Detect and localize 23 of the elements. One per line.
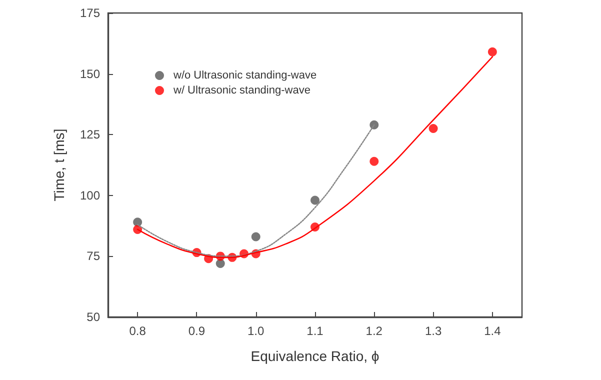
point	[310, 196, 320, 205]
x-tick-label: 1.1	[306, 324, 324, 338]
point	[488, 47, 497, 56]
legend-label: w/ Ultrasonic standing-wave	[172, 84, 310, 96]
x-tick-label: 1.4	[484, 324, 502, 338]
legend-label: w/o Ultrasonic standing-wave	[172, 70, 317, 82]
point	[370, 156, 379, 166]
x-tick-label: 1.2	[366, 324, 383, 338]
y-tick-label: 50	[86, 310, 100, 324]
x-tick-label: 1.0	[248, 324, 265, 338]
x-axis-title: Equivalence Ratio, ϕ	[250, 348, 380, 364]
y-tick-label: 150	[80, 66, 100, 81]
y-tick-label: 100	[80, 188, 100, 202]
y-tick-label: 175	[80, 6, 100, 20]
y-tick-label: 125	[80, 128, 100, 142]
x-tick-label: 0.8	[129, 324, 146, 338]
x-tick-label: 0.9	[188, 324, 206, 338]
x-tick-label: 1.3	[424, 324, 442, 338]
y-axis-title: Time, t [ms]	[51, 128, 67, 202]
point	[428, 124, 438, 134]
point	[216, 259, 225, 268]
y-tick-label: 75	[86, 249, 100, 264]
point	[251, 232, 260, 242]
